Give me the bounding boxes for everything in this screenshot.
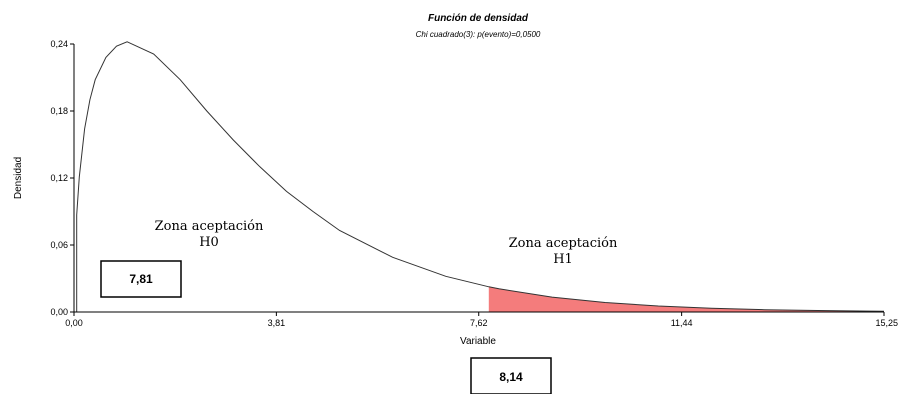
x-tick-label: 0,00 (65, 318, 83, 328)
chart-subtitle: Chi cuadrado(3): p(evento)=0,0500 (416, 30, 541, 39)
zone-h0-label-line2: H0 (199, 235, 219, 250)
statistic-value-text: 8,14 (499, 370, 523, 384)
critical-value-text: 7,81 (129, 272, 153, 286)
x-tick-label: 15,25 (875, 318, 898, 328)
y-tick-label: 0,06 (50, 240, 68, 250)
zone-h1-label-line2: H1 (553, 252, 573, 267)
plot-area (77, 42, 884, 312)
zone-h1-label-line1: Zona aceptación (509, 236, 618, 251)
y-tick-label: 0,00 (50, 307, 68, 317)
y-tick-label: 0,18 (50, 106, 68, 116)
y-tick-label: 0,12 (50, 173, 68, 183)
x-tick-label: 11,44 (671, 318, 693, 328)
x-tick-label: 3,81 (268, 318, 286, 328)
y-axis-label: Densidad (13, 157, 24, 199)
zone-h0-label-line1: Zona aceptación (155, 219, 264, 234)
y-tick-label: 0,24 (50, 39, 68, 49)
x-axis-label: Variable (460, 336, 496, 347)
chart-title: Función de densidad (428, 13, 529, 24)
density-curve (77, 42, 884, 312)
rejection-region (489, 287, 884, 312)
x-tick-label: 7,62 (470, 318, 488, 328)
